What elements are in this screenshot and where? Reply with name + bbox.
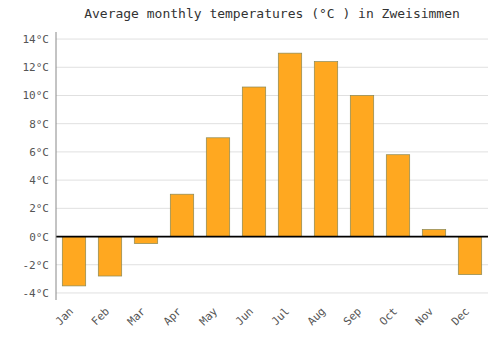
x-tick-label: Nov <box>413 305 437 329</box>
zero-line <box>56 236 488 238</box>
x-tick-label: Oct <box>377 305 400 328</box>
y-tick-label: -4°C <box>23 287 50 300</box>
bar <box>350 95 373 236</box>
bar <box>386 155 409 237</box>
y-tick-label: 10°C <box>23 89 50 102</box>
bar <box>458 237 481 275</box>
bar <box>206 138 229 237</box>
grid-line <box>56 292 488 293</box>
grid <box>56 39 488 293</box>
x-tick-label: Mar <box>125 305 149 329</box>
x-tick-label: Sep <box>341 305 364 328</box>
x-tick-label: Apr <box>161 305 185 329</box>
x-tick-label: Jun <box>233 305 256 328</box>
x-tick-label: Aug <box>305 305 328 328</box>
grid-line <box>56 67 488 68</box>
bar <box>314 62 337 237</box>
y-axis-line <box>56 32 57 300</box>
bar <box>242 87 265 237</box>
bars <box>56 53 488 286</box>
bar <box>422 229 445 236</box>
chart-svg: Average monthly temperatures (°C ) in Zw… <box>0 0 500 350</box>
chart-container: Average monthly temperatures (°C ) in Zw… <box>0 0 500 350</box>
x-tick-label: Dec <box>449 305 472 328</box>
bar <box>170 194 193 236</box>
grid-line <box>56 236 488 237</box>
bar <box>98 237 121 276</box>
y-tick-label: 14°C <box>23 33 50 46</box>
grid-line <box>56 39 488 40</box>
y-tick-label: 12°C <box>23 61 50 74</box>
y-tick-label: 8°C <box>29 118 49 131</box>
grid-line <box>56 180 488 181</box>
grid-line <box>56 95 488 96</box>
bar <box>62 237 85 286</box>
grid-line <box>56 123 488 124</box>
title: Average monthly temperatures (°C ) in Zw… <box>84 6 460 21</box>
y-tick-label: 2°C <box>29 202 49 215</box>
grid-line <box>56 208 488 209</box>
x-tick-label: Jan <box>53 305 76 328</box>
y-tick-label: 0°C <box>29 231 49 244</box>
x-tick-label: Jul <box>269 305 292 328</box>
grid-line <box>56 151 488 152</box>
bar <box>134 237 157 244</box>
y-tick-label: 4°C <box>29 174 49 187</box>
x-tick-label: May <box>197 305 221 329</box>
y-tick-label: -2°C <box>23 259 50 272</box>
bar <box>278 53 301 236</box>
x-tick-label: Feb <box>89 305 112 328</box>
y-tick-label: 6°C <box>29 146 49 159</box>
